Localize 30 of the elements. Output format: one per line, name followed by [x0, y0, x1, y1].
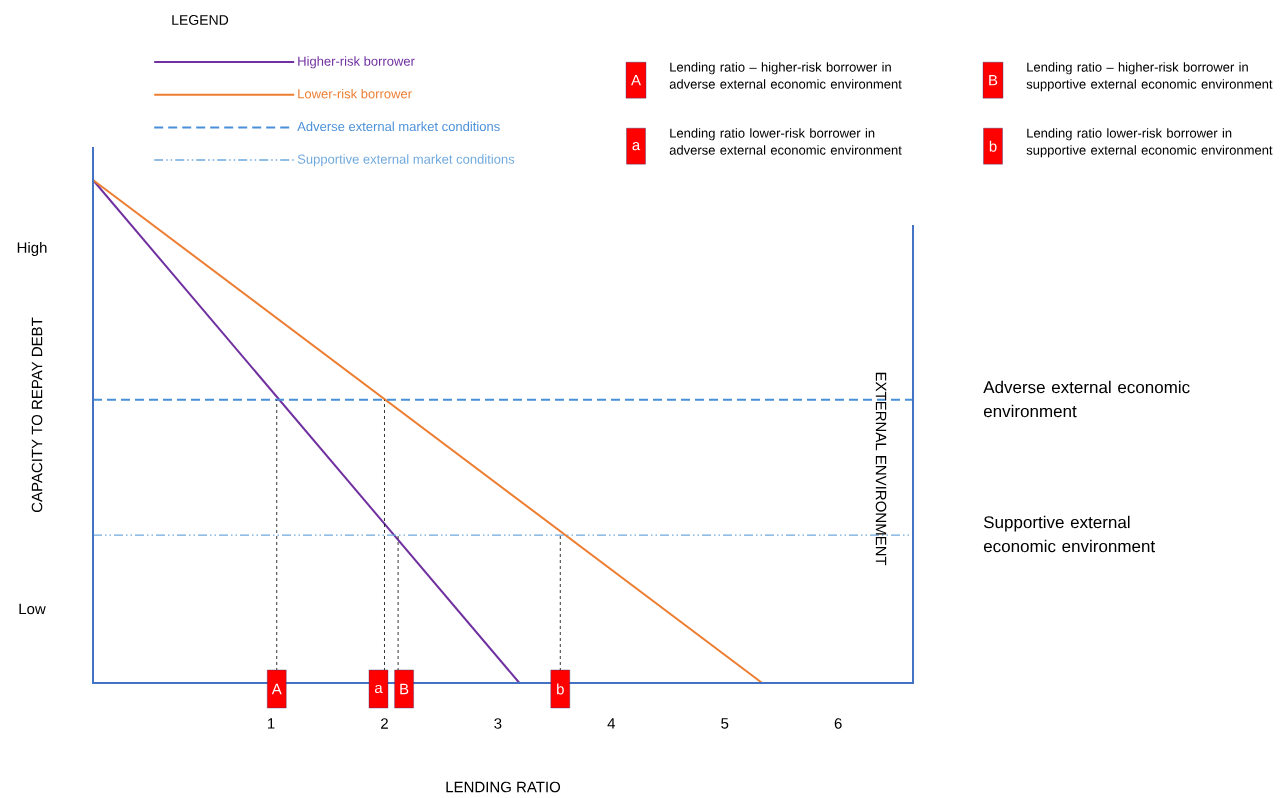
text: Lower-risk borrower	[298, 88, 412, 99]
x-tick-label: 2	[381, 718, 388, 729]
text: Low	[19, 603, 46, 615]
text: B	[989, 75, 998, 86]
legend-title: LEGEND	[172, 15, 229, 25]
x-tick-label: 5	[721, 718, 729, 729]
x-tick-label: 4	[607, 718, 616, 729]
annotation: B	[400, 683, 409, 695]
text: Adverse external economic environment	[983, 380, 1190, 418]
x-tick-label: 1	[268, 718, 275, 729]
text: High	[17, 242, 47, 256]
text: A	[631, 75, 641, 86]
text: b	[989, 140, 997, 152]
text: Higher-risk borrower	[298, 56, 415, 69]
text: a	[632, 142, 641, 151]
text: Lending ratio lower-risk borrower in adverse external economic environment	[669, 128, 902, 155]
x-tick-label: 3	[494, 718, 502, 729]
text: Supportive external economic environment	[983, 515, 1156, 553]
x-axis-title: LENDING RATIO	[446, 781, 561, 793]
x-tick-label: 6	[834, 718, 842, 729]
annotation: A	[271, 683, 282, 695]
text: Lending ratio lower-risk borrower in supportive external economic environment	[1026, 128, 1273, 158]
annotation: b	[557, 683, 564, 695]
y-axis-title: CAPACITY TO REPAY DEBT	[31, 317, 43, 513]
text: Adverse external market conditions	[297, 121, 500, 132]
y2-axis-title: EXTERNAL ENVIRONMENT	[875, 372, 887, 566]
text: Supportive external market conditions	[297, 154, 515, 167]
text: Lending ratio – higher-risk borrower in adverse external economic environment	[669, 62, 902, 89]
annotation: a	[374, 684, 383, 694]
text: Lending ratio – higher-risk borrower in supportive external economic environment	[1026, 62, 1273, 92]
